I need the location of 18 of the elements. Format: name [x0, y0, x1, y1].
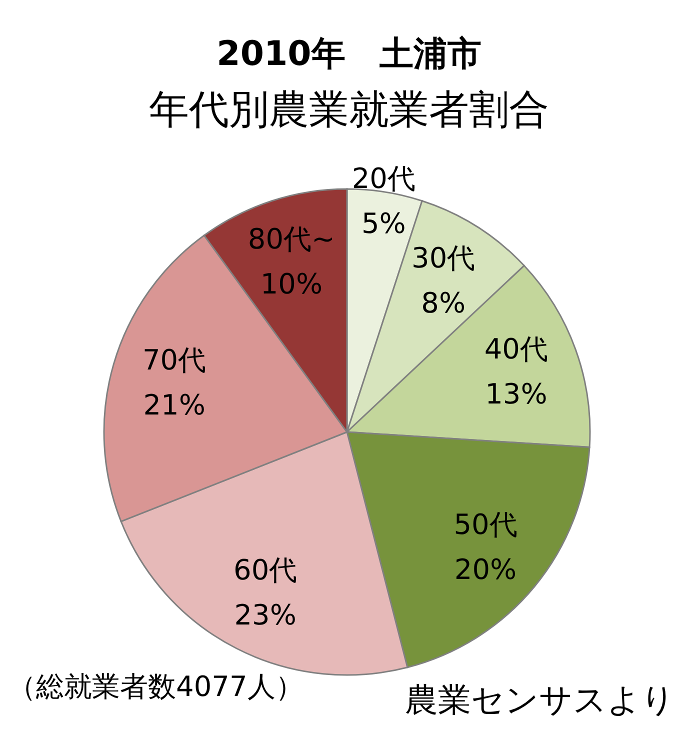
text: （総就業者数4077人）: [8, 670, 304, 704]
data-label: 23%: [234, 598, 296, 632]
slice-label: 70代: [142, 342, 206, 376]
text: 農業センサスより: [405, 680, 675, 720]
data-label: 13%: [485, 377, 548, 410]
slice-label: 80代~: [248, 222, 335, 255]
data-label: 8%: [421, 286, 466, 320]
slice-label: 20代: [352, 161, 416, 194]
chart-subtitle: 年代別農業就業者割合: [148, 86, 550, 134]
data-label: 10%: [260, 266, 323, 300]
data-label: 21%: [143, 388, 206, 421]
slice-label: 40代: [484, 332, 548, 366]
slice-label: 30代: [412, 241, 476, 274]
slice-label: 50代: [454, 508, 518, 541]
data-label: 20%: [454, 552, 517, 586]
data-label: 5%: [361, 206, 406, 240]
chart-title: 2010年 土浦市: [216, 33, 482, 76]
slice-label: 60代: [234, 553, 298, 586]
